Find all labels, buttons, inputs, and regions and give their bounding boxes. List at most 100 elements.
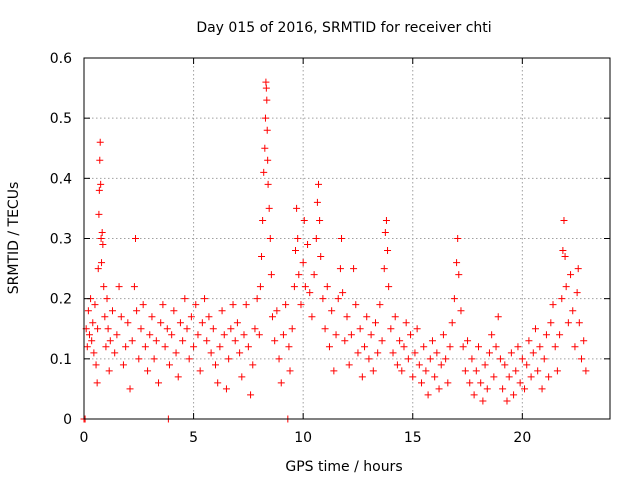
data-point [454, 235, 462, 242]
data-point [233, 319, 241, 327]
data-point [312, 235, 320, 242]
data-point [101, 313, 109, 321]
data-point [433, 349, 441, 357]
data-point [133, 307, 141, 315]
data-point [475, 343, 482, 351]
x-tick-label: 0 [80, 430, 89, 446]
data-point [212, 361, 219, 369]
data-point [159, 301, 167, 309]
data-point [354, 349, 362, 357]
data-point [450, 295, 458, 303]
data-point [244, 343, 252, 351]
data-point [130, 283, 138, 291]
chart-title: Day 015 of 2016, SRMTID for receiver cht… [196, 20, 491, 36]
data-point [534, 367, 542, 375]
data-point [382, 216, 390, 224]
data-point [398, 367, 406, 375]
tick-labels: 0 5 10 15 20 0 0.1 0.2 0.3 0.4 0.5 0.6 [50, 51, 532, 446]
data-point [176, 319, 184, 327]
data-point [483, 385, 491, 393]
data-point [479, 397, 487, 405]
data-point [196, 367, 204, 375]
data-point [328, 307, 336, 315]
data-point [183, 325, 191, 333]
data-point [94, 325, 102, 333]
data-point [378, 337, 386, 345]
data-point [496, 355, 504, 363]
data-point [350, 265, 358, 273]
data-point [336, 265, 344, 273]
data-point [205, 313, 213, 321]
data-point [470, 391, 478, 399]
data-point [279, 331, 287, 339]
data-point [95, 186, 103, 194]
data-point [297, 301, 305, 309]
data-point [538, 385, 546, 393]
data-point [580, 337, 588, 345]
x-tick-label: 5 [189, 430, 198, 446]
data-point [294, 235, 302, 242]
data-point [290, 283, 298, 291]
data-point [124, 319, 132, 327]
data-point [271, 337, 279, 345]
data-point [105, 367, 113, 375]
data-point [444, 379, 452, 387]
data-point [540, 355, 548, 363]
data-point [256, 283, 264, 291]
data-point [442, 355, 450, 363]
data-point [413, 325, 421, 333]
data-point [385, 283, 393, 291]
y-tick-label: 0.2 [50, 292, 72, 308]
data-point [99, 241, 107, 249]
data-point [84, 307, 92, 315]
x-tick-label: 10 [294, 430, 312, 446]
data-point [531, 325, 539, 333]
data-point [323, 283, 331, 291]
data-point [393, 361, 401, 369]
data-point [207, 349, 215, 357]
data-point [371, 319, 379, 327]
data-point [236, 349, 244, 357]
data-point [185, 355, 193, 363]
data-point [492, 343, 500, 351]
data-points [80, 78, 590, 423]
data-point [347, 331, 355, 339]
data-point [365, 355, 373, 363]
data-point [411, 349, 419, 357]
data-point [542, 331, 550, 339]
data-point [135, 355, 143, 363]
data-point [391, 313, 399, 321]
data-point [316, 216, 324, 224]
data-point [345, 361, 353, 369]
data-point [218, 307, 226, 315]
data-point [315, 180, 323, 188]
x-tick-label: 20 [513, 430, 531, 446]
data-point [551, 343, 559, 351]
data-point [339, 289, 347, 297]
data-point [387, 325, 395, 333]
x-axis-label: GPS time / hours [285, 459, 402, 475]
data-point [128, 337, 136, 345]
data-point [361, 343, 369, 351]
data-point [93, 379, 101, 387]
data-point [477, 379, 485, 387]
data-point [457, 307, 465, 315]
data-point [321, 325, 329, 333]
data-point [168, 331, 176, 339]
data-point [98, 228, 106, 236]
data-point [266, 235, 274, 242]
data-point [216, 343, 224, 351]
data-point [264, 156, 272, 164]
data-point [251, 325, 259, 333]
data-point [179, 337, 187, 345]
y-tick-label: 0.5 [50, 111, 72, 127]
data-point [561, 253, 569, 261]
data-point [560, 216, 568, 224]
data-point [306, 289, 314, 297]
y-tick-label: 0.3 [50, 232, 72, 248]
data-point [325, 343, 333, 351]
data-point [261, 114, 269, 122]
data-point [181, 295, 189, 303]
data-point [192, 301, 200, 309]
data-point [96, 138, 104, 146]
